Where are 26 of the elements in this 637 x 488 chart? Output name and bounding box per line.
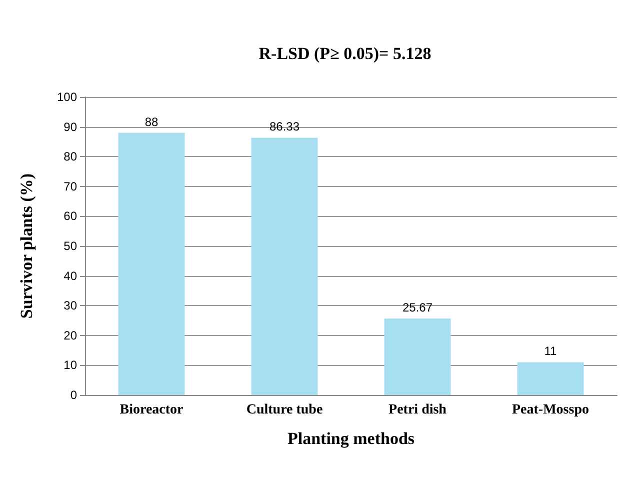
y-tick-label: 10 — [64, 358, 78, 372]
y-tick-label: 100 — [56, 90, 78, 104]
bar — [118, 132, 185, 395]
y-axis-title: Survivor plants (%) — [17, 173, 36, 319]
y-tick-label: 0 — [70, 388, 78, 402]
y-tick-label: 90 — [64, 120, 78, 134]
y-tick-label: 40 — [64, 268, 78, 283]
x-tick-label: Culture tube — [246, 402, 323, 418]
y-tick-label: 20 — [64, 328, 78, 342]
bar — [517, 362, 584, 395]
y-tick-label: 60 — [64, 209, 78, 224]
y-tick-label: 50 — [64, 239, 78, 253]
x-axis-title: Planting methods — [287, 429, 415, 448]
y-tick-label: 80 — [64, 150, 78, 164]
data-label: 88 — [144, 114, 158, 129]
x-tick-label: Peat-Mosspo — [512, 402, 589, 418]
chart-title: R-LSD (P≥ 0.05)= 5.128 — [258, 44, 432, 63]
y-tick-label: 70 — [64, 179, 78, 194]
data-label: 11 — [544, 344, 558, 358]
x-tick-label: Bioreactor — [120, 402, 184, 418]
data-label: 86.33 — [269, 120, 300, 134]
y-tick-label: 30 — [64, 298, 78, 313]
bar — [384, 318, 451, 395]
bar — [251, 138, 318, 395]
data-label: 25.67 — [402, 300, 433, 315]
x-tick-label: Petri dish — [388, 402, 447, 418]
